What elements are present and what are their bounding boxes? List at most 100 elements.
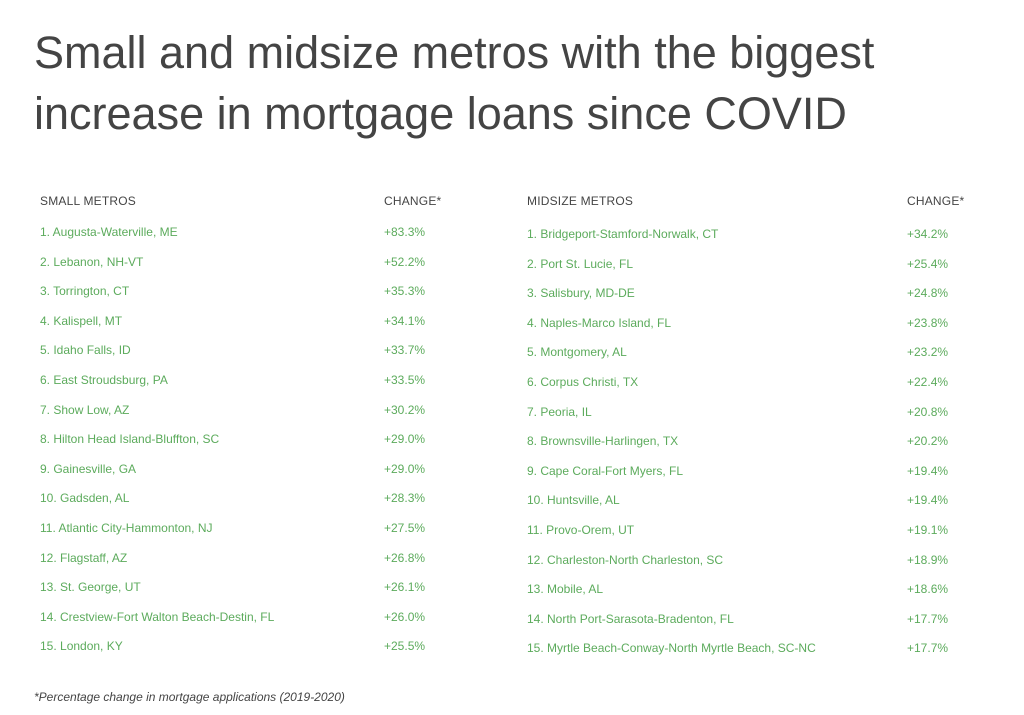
table-row: 6. East Stroudsburg, PA +33.5% (40, 369, 480, 399)
metro-name: 8. Hilton Head Island-Bluffton, SC (40, 432, 220, 447)
metro-name: 15. London, KY (40, 639, 123, 654)
table-row: 12. Charleston-North Charleston, SC +18.9… (527, 549, 987, 579)
change-value: +20.8% (907, 404, 949, 419)
metro-name: 7. Peoria, IL (527, 404, 592, 419)
change-value: +34.1% (384, 313, 426, 328)
midsize-metros-rows: 1. Bridgeport-Stamford-Norwalk, CT +34.2%… (527, 223, 987, 667)
change-value: +29.0% (384, 432, 426, 447)
metro-name: 3. Salisbury, MD-DE (527, 286, 635, 301)
table-row: 7. Peoria, IL +20.8% (527, 401, 987, 431)
change-value: +17.7% (907, 641, 949, 656)
metro-name: 5. Idaho Falls, ID (40, 343, 131, 358)
change-value: +35.3% (384, 284, 426, 299)
table-row: 1. Bridgeport-Stamford-Norwalk, CT +34.2% (527, 223, 987, 253)
page-title: Small and midsize metros with the bigges… (34, 27, 875, 139)
change-value: +25.4% (907, 256, 949, 271)
change-value: +19.1% (907, 522, 949, 537)
metro-name: 5. Montgomery, AL (527, 345, 627, 360)
metro-name: 10. Gadsden, AL (40, 491, 130, 506)
metro-name: 14. North Port-Sarasota-Bradenton, FL (527, 611, 734, 626)
metro-name: 11. Provo-Orem, UT (527, 522, 635, 537)
table-row: 3. Salisbury, MD-DE +24.8% (527, 282, 987, 312)
table-row: 8. Hilton Head Island-Bluffton, SC +29.0% (40, 428, 480, 458)
metro-name: 13. St. George, UT (40, 580, 141, 595)
metro-name: 6. Corpus Christi, TX (527, 374, 639, 389)
change-value: +83.3% (384, 225, 426, 239)
metro-name: 2. Port St. Lucie, FL (527, 256, 634, 271)
metro-name: 13. Mobile, AL (527, 582, 604, 597)
metro-name: 1. Augusta-Waterville, ME (40, 225, 178, 239)
table-header: SMALL METROS CHANGE* (40, 192, 480, 214)
metro-name: 4. Naples-Marco Island, FL (527, 315, 672, 330)
change-value: +18.9% (907, 552, 949, 567)
small-metros-table: SMALL METROS CHANGE* 1. Augusta-Watervil… (40, 192, 480, 665)
table-row: 2. Lebanon, NH-VT +52.2% (40, 251, 480, 281)
change-value: +52.2% (384, 254, 426, 269)
small-metros-rows: 1. Augusta-Waterville, ME +83.3% 2. Lebano… (40, 221, 480, 665)
metro-name: 9. Cape Coral-Fort Myers, FL (527, 463, 684, 478)
table-row: 9. Gainesville, GA +29.0% (40, 458, 480, 488)
change-value: +28.3% (384, 491, 426, 506)
table-row: 8. Brownsville-Harlingen, TX +20.2% (527, 430, 987, 460)
change-value: +22.4% (907, 374, 949, 389)
metro-name: 7. Show Low, AZ (40, 402, 130, 417)
metro-name: 4. Kalispell, MT (40, 313, 123, 328)
table-header: MIDSIZE METROS CHANGE* (527, 192, 987, 214)
column-header-metro: MIDSIZE METROS (527, 194, 634, 208)
metro-name: 9. Gainesville, GA (40, 461, 137, 476)
table-row: 10. Huntsville, AL +19.4% (527, 489, 987, 519)
table-row: 4. Kalispell, MT +34.1% (40, 310, 480, 340)
change-value: +19.4% (907, 493, 949, 508)
change-value: +24.8% (907, 286, 949, 301)
table-row: 5. Idaho Falls, ID +33.7% (40, 339, 480, 369)
change-value: +17.7% (907, 611, 949, 626)
change-value: +19.4% (907, 463, 949, 478)
table-row: 14. North Port-Sarasota-Bradenton, FL +17… (527, 608, 987, 638)
table-row: 6. Corpus Christi, TX +22.4% (527, 371, 987, 401)
metro-name: 11. Atlantic City-Hammonton, NJ (40, 520, 213, 535)
column-header-metro: SMALL METROS (40, 194, 136, 208)
table-row: 13. Mobile, AL +18.6% (527, 578, 987, 608)
change-value: +23.2% (907, 345, 949, 360)
table-row: 12. Flagstaff, AZ +26.8% (40, 547, 480, 577)
table-row: 11. Atlantic City-Hammonton, NJ +27.5% (40, 517, 480, 547)
table-row: 11. Provo-Orem, UT +19.1% (527, 519, 987, 549)
metro-name: 15. Myrtle Beach-Conway-North Myrtle Bea… (527, 641, 816, 656)
change-value: +29.0% (384, 461, 426, 476)
table-row: 5. Montgomery, AL +23.2% (527, 341, 987, 371)
change-value: +30.2% (384, 402, 426, 417)
metro-name: 12. Flagstaff, AZ (40, 550, 128, 565)
table-row: 15. Myrtle Beach-Conway-North Myrtle Bea… (527, 637, 987, 667)
metro-name: 3. Torrington, CT (40, 284, 130, 299)
table-row: 3. Torrington, CT +35.3% (40, 280, 480, 310)
change-value: +33.7% (384, 343, 426, 358)
metro-name: 1. Bridgeport-Stamford-Norwalk, CT (527, 227, 719, 241)
change-value: +33.5% (384, 372, 426, 387)
column-header-change: CHANGE* (907, 194, 965, 208)
column-header-change: CHANGE* (384, 194, 442, 208)
metro-name: 10. Huntsville, AL (527, 493, 620, 508)
metro-name: 14. Crestview-Fort Walton Beach-Destin, … (40, 609, 275, 624)
metro-name: 8. Brownsville-Harlingen, TX (527, 434, 679, 449)
change-value: +23.8% (907, 315, 949, 330)
change-value: +20.2% (907, 434, 949, 449)
table-row: 4. Naples-Marco Island, FL +23.8% (527, 312, 987, 342)
metro-name: 2. Lebanon, NH-VT (40, 254, 144, 269)
change-value: +34.2% (907, 227, 949, 241)
midsize-metros-table: MIDSIZE METROS CHANGE* 1. Bridgeport-Sta… (527, 192, 987, 667)
change-value: +25.5% (384, 639, 426, 654)
metro-name: 6. East Stroudsburg, PA (40, 372, 168, 387)
table-row: 7. Show Low, AZ +30.2% (40, 399, 480, 429)
change-value: +27.5% (384, 520, 426, 535)
table-row: 14. Crestview-Fort Walton Beach-Destin, … (40, 606, 480, 636)
table-row: 9. Cape Coral-Fort Myers, FL +19.4% (527, 460, 987, 490)
table-row: 15. London, KY +25.5% (40, 635, 480, 665)
metro-name: 12. Charleston-North Charleston, SC (527, 552, 724, 567)
table-row: 2. Port St. Lucie, FL +25.4% (527, 253, 987, 283)
table-row: 10. Gadsden, AL +28.3% (40, 487, 480, 517)
change-value: +18.6% (907, 582, 949, 597)
change-value: +26.0% (384, 609, 426, 624)
table-row: 1. Augusta-Waterville, ME +83.3% (40, 221, 480, 251)
footnote: *Percentage change in mortgage applicati… (34, 690, 345, 704)
change-value: +26.8% (384, 550, 426, 565)
